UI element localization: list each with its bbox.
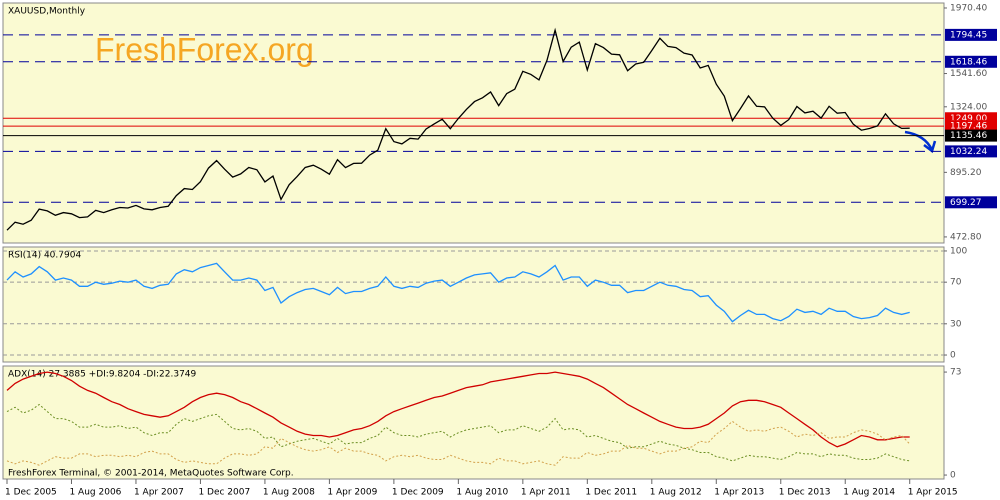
- x-tick-label: 1 Apr 2007: [134, 488, 184, 498]
- y-tick-label: 70: [950, 278, 962, 288]
- level-label: 699.27: [950, 198, 982, 208]
- x-tick-label: 1 Apr 2011: [521, 488, 571, 498]
- pane-title: ADX(14) 27.3885 +DI:9.8204 -DI:22.3749: [8, 370, 197, 380]
- level-label: 1618.46: [950, 57, 987, 67]
- level-label-box: [945, 120, 997, 133]
- x-tick-label: 1 Dec 2009: [392, 488, 444, 498]
- level-label: 1794.45: [950, 30, 987, 40]
- x-tick-label: 1 Apr 2013: [714, 488, 764, 498]
- price-pane: [2, 2, 945, 244]
- y-tick-label: 472.80: [950, 232, 982, 242]
- x-tick-label: 1 Apr 2015: [908, 488, 958, 498]
- level-label-box: [945, 129, 997, 142]
- series-line: [6, 371, 910, 448]
- level-label: 1197.46: [950, 122, 987, 132]
- y-tick-label: 895.20: [950, 168, 982, 178]
- y-tick-label: 100: [950, 246, 967, 256]
- x-tick-label: 1 Aug 2006: [69, 488, 121, 498]
- y-tick-label: 0: [950, 471, 956, 481]
- level-label-box: [945, 28, 997, 41]
- y-tick-label: 0: [950, 351, 956, 361]
- y-tick-label: 1541.60: [950, 69, 987, 79]
- level-label-box: [945, 55, 997, 68]
- x-tick-label: 1 Dec 2011: [585, 488, 637, 498]
- footer: FreshForex Terminal, © 2001-2014, MetaQu…: [8, 469, 294, 479]
- level-label: 1249.00: [950, 114, 987, 124]
- y-tick-label: 1970.40: [950, 3, 987, 13]
- level-label: 1032.24: [950, 147, 987, 157]
- x-tick-label: 1 Dec 2007: [198, 488, 250, 498]
- pane-title: RSI(14) 40.7904: [8, 251, 81, 261]
- series-line: [6, 420, 911, 466]
- pane-title: XAUUSD,Monthly: [8, 7, 86, 17]
- x-tick-label: 1 Aug 2008: [263, 488, 315, 498]
- x-tick-label: 1 Apr 2009: [327, 488, 377, 498]
- x-tick-label: 1 Dec 2005: [5, 488, 57, 498]
- y-tick-label: 1324.00: [950, 102, 987, 112]
- y-tick-label: 73: [950, 368, 961, 378]
- x-tick-label: 1 Aug 2010: [456, 488, 508, 498]
- level-label: 1135.46: [950, 131, 987, 141]
- x-tick-label: 1 Dec 2013: [779, 488, 831, 498]
- series-line: [6, 27, 910, 231]
- series-line: [6, 403, 910, 462]
- y-tick-label: 30: [950, 319, 962, 329]
- x-tick-label: 1 Aug 2014: [843, 488, 895, 498]
- x-tick-label: 1 Aug 2012: [650, 488, 702, 498]
- adx-pane: [2, 365, 945, 480]
- rsi-pane: [2, 246, 945, 363]
- series-line: [6, 262, 910, 323]
- level-label-box: [945, 145, 997, 158]
- level-label-box: [945, 196, 997, 209]
